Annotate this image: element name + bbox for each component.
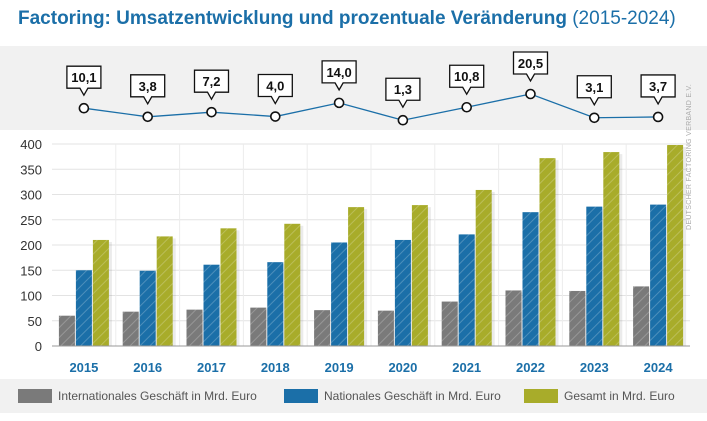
percent-point bbox=[333, 97, 345, 109]
percent-point bbox=[461, 101, 473, 113]
bar-hatch bbox=[92, 239, 109, 346]
percent-label: 1,3 bbox=[394, 82, 412, 97]
y-tick-label: 0 bbox=[35, 339, 42, 354]
percent-label: 10,1 bbox=[71, 70, 96, 85]
source-credit: DEUTSCHER FACTORING VERBAND E.V. bbox=[686, 83, 693, 230]
percent-label: 20,5 bbox=[518, 56, 543, 71]
y-tick-label: 400 bbox=[20, 137, 42, 152]
x-tick-label: 2024 bbox=[644, 360, 674, 375]
bar-hatch bbox=[586, 206, 603, 346]
y-tick-label: 250 bbox=[20, 213, 42, 228]
y-tick-label: 100 bbox=[20, 289, 42, 304]
legend-national: Nationales Geschäft in Mrd. Euro bbox=[284, 389, 501, 403]
percent-callout bbox=[512, 51, 549, 83]
percent-point bbox=[269, 111, 281, 122]
bar-hatch bbox=[250, 307, 267, 346]
bar-hatch bbox=[394, 239, 411, 346]
percent-label: 7,2 bbox=[202, 74, 220, 89]
percent-callout bbox=[576, 75, 612, 107]
bar-hatch bbox=[203, 264, 220, 346]
bar-hatch bbox=[505, 290, 522, 346]
percent-point bbox=[206, 106, 217, 118]
percent-label: 3,7 bbox=[649, 79, 667, 94]
percent-label: 3,1 bbox=[585, 80, 603, 95]
percent-label: 3,8 bbox=[139, 79, 157, 94]
x-tick-label: 2022 bbox=[516, 360, 545, 375]
percent-label: 14,0 bbox=[326, 65, 351, 80]
bar-hatch bbox=[522, 212, 539, 346]
legend-gesamt: Gesamt in Mrd. Euro bbox=[524, 389, 675, 403]
percent-callout bbox=[640, 74, 676, 106]
bar-hatch bbox=[156, 236, 173, 346]
bar-hatch bbox=[633, 286, 650, 346]
percent-point bbox=[525, 88, 536, 100]
percent-point bbox=[588, 112, 600, 124]
bar-hatch bbox=[122, 311, 139, 346]
percent-callout bbox=[193, 69, 230, 101]
bar-hatch bbox=[139, 270, 156, 346]
bar-hatch bbox=[667, 145, 684, 346]
percent-callout bbox=[257, 73, 293, 105]
percent-callout bbox=[385, 77, 421, 109]
bar-hatch bbox=[186, 309, 203, 346]
bar-hatch bbox=[331, 242, 348, 346]
legend-international-swatch bbox=[18, 389, 52, 403]
legend-national-swatch bbox=[284, 389, 318, 403]
bar-hatch bbox=[348, 207, 365, 346]
title-subtitle: (2015-2024) bbox=[572, 8, 676, 29]
percent-change-line bbox=[83, 93, 659, 121]
bar-hatch bbox=[75, 270, 92, 346]
x-tick-label: 2019 bbox=[325, 360, 354, 375]
percent-point bbox=[652, 111, 664, 123]
chart-title: Factoring: Umsatzentwicklung und prozent… bbox=[18, 8, 676, 30]
bar-hatch bbox=[314, 310, 331, 346]
legend-national-label: Nationales Geschäft in Mrd. Euro bbox=[324, 389, 501, 403]
x-tick-label: 2020 bbox=[388, 360, 417, 375]
bar-hatch bbox=[284, 223, 301, 346]
percent-point bbox=[78, 102, 90, 114]
bar-hatch bbox=[220, 228, 237, 346]
percent-point bbox=[142, 111, 153, 123]
title-main: Factoring: Umsatzentwicklung und prozent… bbox=[18, 8, 567, 29]
bar-hatch bbox=[441, 301, 458, 346]
percent-callout bbox=[66, 65, 102, 97]
legend-international-label: Internationales Geschäft in Mrd. Euro bbox=[58, 389, 257, 403]
y-tick-label: 150 bbox=[20, 263, 42, 278]
percent-label: 4,0 bbox=[266, 79, 284, 94]
legend-international: Internationales Geschäft in Mrd. Euro bbox=[18, 389, 257, 403]
percent-callout bbox=[130, 74, 166, 106]
bar-hatch bbox=[650, 204, 667, 346]
percent-callout bbox=[449, 64, 485, 96]
x-tick-label: 2017 bbox=[197, 360, 226, 375]
x-tick-label: 2015 bbox=[69, 360, 98, 375]
bar-hatch bbox=[458, 234, 475, 346]
y-tick-label: 350 bbox=[20, 162, 42, 177]
x-tick-label: 2018 bbox=[261, 360, 290, 375]
bar-hatch bbox=[539, 158, 556, 346]
bar-hatch bbox=[377, 310, 394, 346]
x-tick-label: 2021 bbox=[452, 360, 481, 375]
bar-hatch bbox=[411, 205, 428, 346]
percent-label: 10,8 bbox=[454, 69, 479, 84]
bar-hatch bbox=[569, 290, 586, 346]
y-tick-label: 200 bbox=[20, 238, 42, 253]
percent-point bbox=[397, 114, 409, 126]
legend-band bbox=[0, 379, 707, 413]
bar-hatch bbox=[475, 189, 492, 346]
x-tick-label: 2023 bbox=[580, 360, 609, 375]
x-tick-label: 2016 bbox=[133, 360, 162, 375]
bar-hatch bbox=[58, 315, 75, 346]
y-tick-label: 50 bbox=[28, 314, 42, 329]
bar-hatch bbox=[267, 262, 284, 346]
bar-hatch bbox=[603, 152, 620, 346]
percent-callout bbox=[321, 60, 357, 92]
legend-gesamt-swatch bbox=[524, 389, 558, 403]
legend-gesamt-label: Gesamt in Mrd. Euro bbox=[564, 389, 675, 403]
y-tick-label: 300 bbox=[20, 188, 42, 203]
